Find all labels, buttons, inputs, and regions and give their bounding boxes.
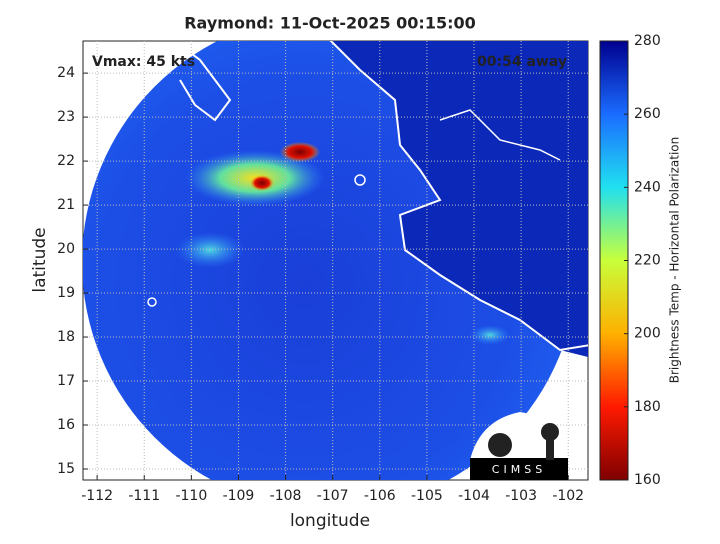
colorbar-tick-label: 200 — [634, 326, 661, 342]
y-axis-label: latitude — [30, 227, 50, 292]
x-tick-label: -102 — [552, 488, 584, 504]
x-tick-label: -112 — [81, 488, 113, 504]
x-tick-label: -104 — [458, 488, 490, 504]
colorbar-tick-label: 180 — [634, 399, 661, 415]
colorbar-label: Brightness Temp - Horizontal Polarizatio… — [668, 137, 682, 384]
y-tick-label: 16 — [57, 417, 75, 433]
x-tick-label: -103 — [505, 488, 537, 504]
logo-text: CIMSS — [492, 463, 546, 476]
y-tick-label: 24 — [57, 65, 75, 81]
time-annotation: 00:54 away — [477, 54, 567, 70]
x-tick-label: -106 — [364, 488, 396, 504]
x-tick-label: -109 — [223, 488, 255, 504]
colorbar-tick-label: 160 — [634, 472, 661, 488]
y-tick-label: 18 — [57, 329, 75, 345]
colorbar-tick-label: 240 — [634, 179, 661, 195]
cimss-logo: CIMSS — [470, 412, 568, 480]
y-tick-label: 15 — [57, 461, 75, 477]
y-tick-label: 23 — [57, 109, 75, 125]
y-tick-label: 19 — [57, 285, 75, 301]
x-tick-label: -111 — [128, 488, 160, 504]
y-tick-label: 20 — [57, 241, 75, 257]
chart-title: Raymond: 11-Oct-2025 00:15:00 — [184, 14, 476, 33]
vmax-annotation: Vmax: 45 kts — [92, 54, 195, 70]
y-tick-label: 17 — [57, 373, 75, 389]
x-tick-label: -108 — [270, 488, 302, 504]
imagery — [83, 41, 588, 480]
x-tick-label: -110 — [175, 488, 207, 504]
x-tick-label: -105 — [411, 488, 443, 504]
colorbar-tick-label: 260 — [634, 106, 661, 122]
colorbar-tick-label: 220 — [634, 253, 661, 269]
colorbar — [599, 40, 629, 481]
x-tick-label: -107 — [317, 488, 349, 504]
colorbar-tick-label: 280 — [634, 33, 661, 49]
y-tick-label: 21 — [57, 197, 75, 213]
x-axis-label: longitude — [290, 511, 370, 531]
y-tick-label: 22 — [57, 153, 75, 169]
